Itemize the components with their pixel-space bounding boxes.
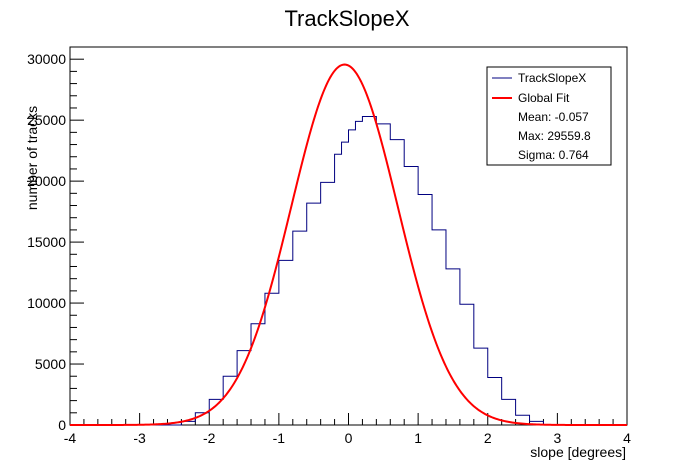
x-tick-label: 2 [484,430,492,446]
x-tick-label: 3 [553,430,561,446]
x-tick-label: -2 [203,430,216,446]
y-tick-label: 5000 [35,356,66,372]
y-tick-label: 30000 [27,51,66,67]
legend-stat-max: Max: 29559.8 [518,129,591,143]
gaussian-fit-curve [70,63,627,426]
legend-entry-histogram: TrackSlopeX [518,71,586,85]
y-axis: 0 5000 10000 15000 20000 25000 30000 [27,46,84,433]
y-tick-label: 20000 [27,173,66,189]
legend-entry-fit: Global Fit [518,91,570,105]
y-tick-label: 0 [58,417,66,433]
x-tick-label: 0 [345,430,353,446]
x-axis-label: slope [degrees] [530,444,626,460]
histogram-series [70,116,627,426]
legend-box [486,66,612,166]
chart-title: TrackSlopeX [284,6,409,31]
y-tick-label: 10000 [27,295,66,311]
y-axis-label: number of tracks [24,106,40,210]
legend-stat-sigma: Sigma: 0.764 [518,148,589,162]
legend-stat-mean: Mean: -0.057 [518,110,589,124]
y-tick-label: 15000 [27,234,66,250]
y-tick-label: 25000 [27,112,66,128]
x-tick-label: -4 [64,430,77,446]
x-tick-label: 4 [623,430,631,446]
x-tick-label: 1 [414,430,422,446]
legend: TrackSlopeX Global Fit Mean: -0.057 Max:… [486,66,612,166]
x-tick-label: -3 [133,430,146,446]
x-tick-label: -1 [273,430,286,446]
x-axis: -4 -3 -2 -1 0 1 2 3 4 [64,413,631,446]
